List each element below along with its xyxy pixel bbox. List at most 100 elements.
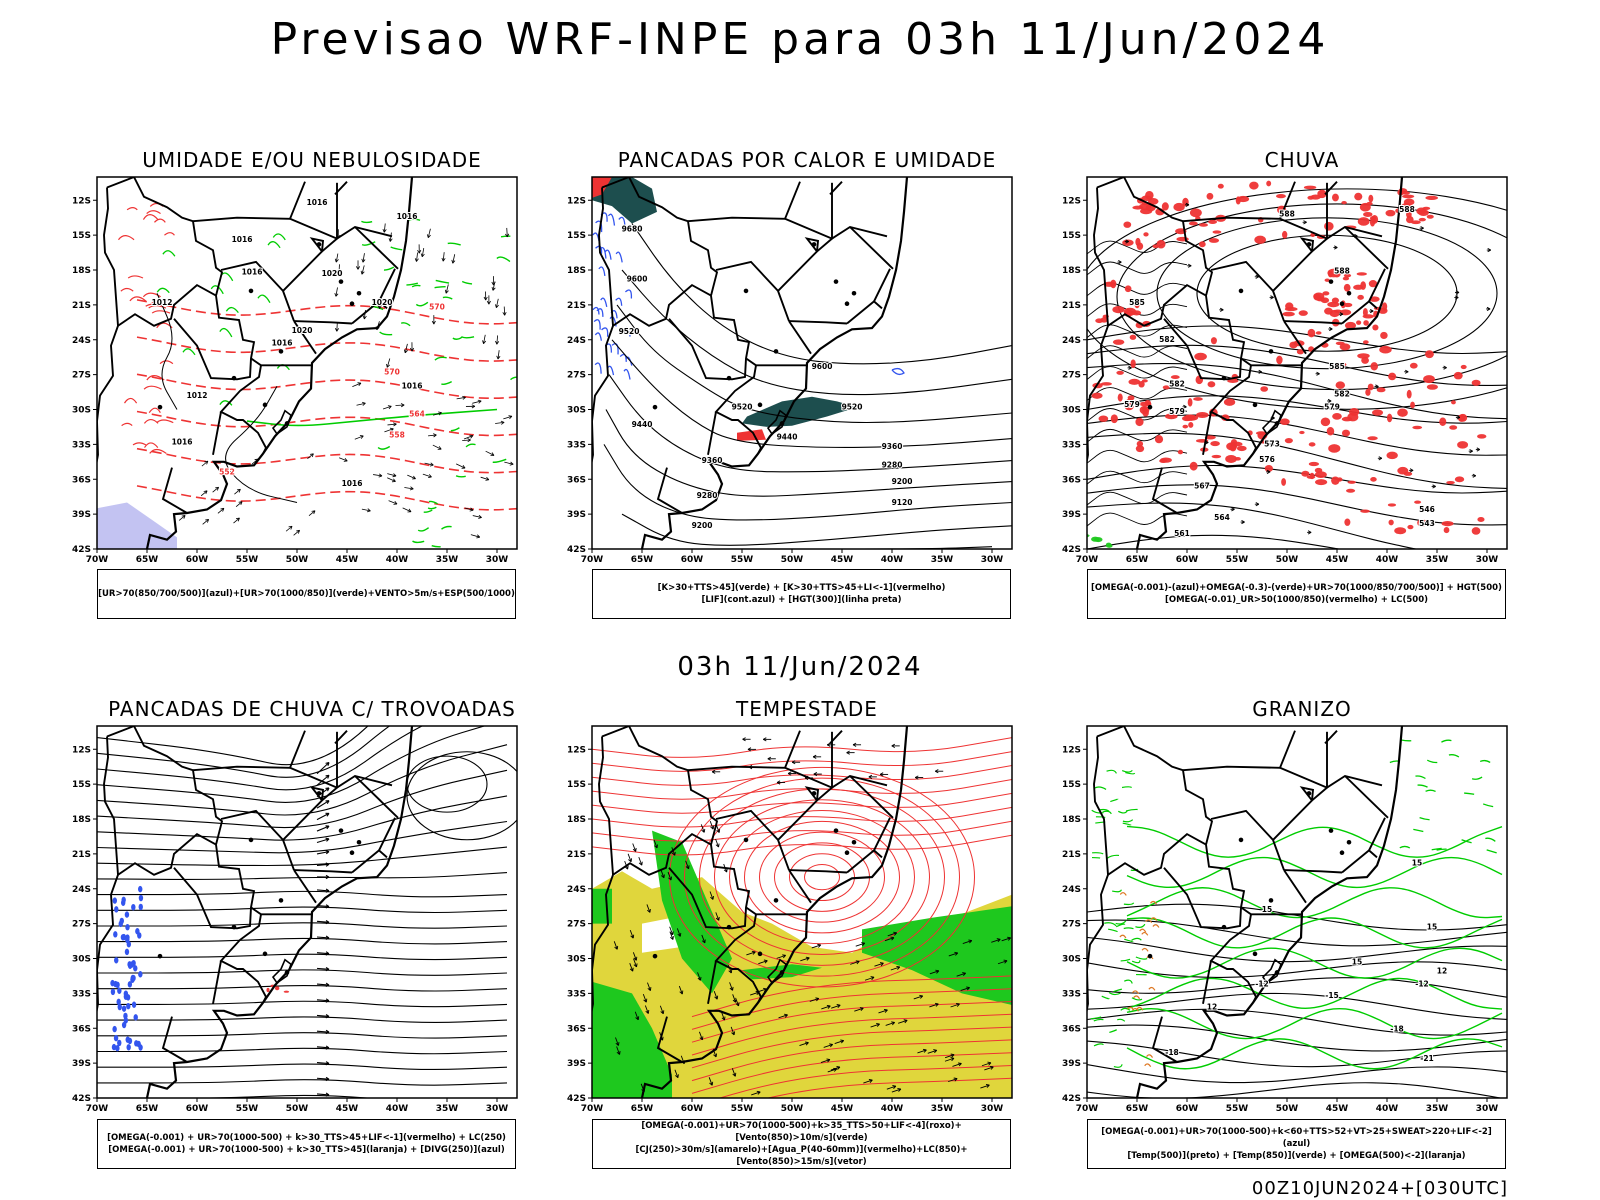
divergence-marker bbox=[137, 932, 142, 939]
lif-contour bbox=[615, 251, 623, 263]
political-border bbox=[1096, 726, 1214, 845]
divergence-marker bbox=[117, 1003, 122, 1011]
rain-area bbox=[1234, 457, 1241, 461]
wind-vector-head bbox=[711, 769, 716, 774]
wind-vector-head bbox=[813, 772, 818, 777]
political-border bbox=[1283, 320, 1307, 355]
lake-marker bbox=[1346, 290, 1352, 296]
streamline bbox=[1087, 261, 1188, 276]
rain-area bbox=[1331, 476, 1340, 485]
wind-vector-head bbox=[635, 1016, 640, 1021]
wind-vector-head bbox=[685, 865, 690, 870]
rh-contour bbox=[156, 419, 174, 424]
rain-area bbox=[1138, 203, 1152, 211]
map-pancadas-calor: 9680 9600 9520 9600 9520 9520 9440 9440 9360 9360… bbox=[567, 176, 1013, 565]
coastline bbox=[145, 726, 414, 1098]
lon-label: 30W bbox=[486, 555, 509, 565]
rh-green-contour bbox=[219, 327, 233, 338]
rh-green-contour bbox=[390, 246, 403, 251]
divergence-marker bbox=[123, 993, 129, 1000]
political-border bbox=[1087, 874, 1109, 1015]
rain-area bbox=[1443, 527, 1450, 534]
rain-area bbox=[1332, 193, 1339, 202]
wind-vector bbox=[387, 473, 397, 477]
lake-marker bbox=[231, 924, 237, 930]
lake-marker bbox=[726, 924, 732, 930]
omega-500-contour bbox=[1145, 919, 1153, 923]
contour-label: 576 bbox=[1259, 455, 1275, 464]
wind-vector-head bbox=[1128, 365, 1132, 370]
wind-vector-head bbox=[669, 931, 674, 936]
divergence-marker bbox=[126, 941, 132, 948]
wind-vector-head bbox=[1118, 260, 1122, 265]
wind-vector bbox=[316, 889, 330, 892]
wind-vector bbox=[644, 1005, 649, 1014]
wind-vector-head bbox=[428, 474, 432, 478]
field-layers bbox=[97, 202, 517, 549]
temp-850-isoline bbox=[1135, 956, 1148, 960]
contour-label: -15 bbox=[1325, 991, 1339, 1000]
wind-vector bbox=[898, 1019, 908, 1024]
wind-vector bbox=[984, 1066, 994, 1071]
political-border bbox=[161, 467, 188, 514]
contour-label: 1012 bbox=[152, 298, 173, 307]
political-border bbox=[289, 730, 306, 769]
contour-label: 564 bbox=[409, 409, 425, 418]
rain-area bbox=[1307, 328, 1316, 338]
rh-green-contour bbox=[461, 280, 473, 285]
hgt-isoline bbox=[611, 339, 1012, 448]
temp-850-isoline bbox=[1399, 845, 1411, 849]
temp-850-isoline bbox=[1123, 902, 1135, 906]
wind-vector-head bbox=[387, 405, 392, 410]
wind-vector-head bbox=[509, 461, 514, 466]
lif-contour bbox=[607, 213, 616, 226]
wind-vector-head bbox=[784, 1013, 788, 1018]
rain-area bbox=[1423, 375, 1435, 384]
wind-vector-head bbox=[393, 501, 398, 505]
lif-contour bbox=[594, 332, 602, 341]
divergence-marker bbox=[116, 998, 121, 1006]
wind-vector-head bbox=[989, 1065, 994, 1070]
lake-marker bbox=[1252, 402, 1258, 408]
lake-marker bbox=[157, 404, 163, 410]
political-border bbox=[1182, 765, 1281, 772]
contour-label: -21 bbox=[1420, 1054, 1434, 1063]
rain-area bbox=[1346, 488, 1356, 493]
political-border bbox=[192, 216, 291, 223]
temp-850-isoline bbox=[1479, 759, 1491, 763]
lagoa-dos-patos bbox=[271, 958, 292, 985]
rain-area bbox=[1116, 370, 1124, 375]
wind-vector bbox=[613, 941, 618, 950]
wind-vector bbox=[616, 1046, 621, 1055]
rh-green-contour bbox=[496, 256, 511, 263]
rain-area bbox=[1189, 208, 1202, 218]
rh-green-contour bbox=[455, 475, 466, 478]
wind-vector-head bbox=[412, 475, 416, 480]
wind-vector bbox=[831, 1004, 841, 1009]
wind-vector-head bbox=[431, 320, 436, 325]
rain-area bbox=[1134, 300, 1140, 309]
lat-label: 24S bbox=[72, 336, 91, 346]
wind-vector-head bbox=[325, 874, 330, 880]
hgt-isoline bbox=[616, 304, 1012, 424]
wind-vector-head bbox=[729, 986, 734, 991]
wind-vector bbox=[827, 1068, 837, 1073]
wind-vector-head bbox=[633, 963, 638, 968]
wind-vector-head bbox=[883, 1008, 888, 1013]
wind-vector-head bbox=[389, 427, 394, 432]
wind-vector-head bbox=[647, 908, 651, 913]
lake-marker bbox=[284, 970, 290, 975]
legend-granizo: [OMEGA(-0.001)+UR>70(1000-500)+k<60+TTS>… bbox=[1087, 1119, 1506, 1169]
lake-marker bbox=[1268, 349, 1274, 354]
lon-label: 45W bbox=[336, 1104, 359, 1114]
temp-850-isoline bbox=[1093, 1018, 1104, 1022]
lake-marker bbox=[779, 970, 785, 975]
contour-label: 582 bbox=[1159, 335, 1175, 344]
rain-area bbox=[1098, 415, 1109, 422]
wind-vector bbox=[997, 960, 1008, 965]
temp-850-isoline bbox=[1419, 816, 1430, 821]
lake-marker bbox=[1268, 898, 1274, 903]
lake-marker bbox=[248, 288, 254, 294]
wind-vector-head bbox=[441, 257, 446, 262]
